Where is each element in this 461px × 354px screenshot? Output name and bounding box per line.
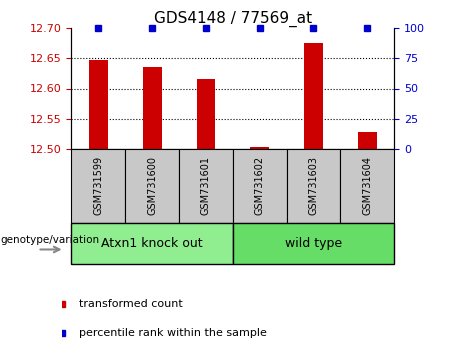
Bar [287,149,340,223]
Bar [143,68,161,149]
Text: GSM731601: GSM731601 [201,156,211,215]
Text: wild type: wild type [285,237,342,250]
Bar [196,79,215,149]
Text: percentile rank within the sample: percentile rank within the sample [79,328,267,338]
Bar [358,132,377,149]
Bar [71,149,125,223]
Text: genotype/variation: genotype/variation [0,235,99,245]
Bar [233,223,394,264]
Text: Atxn1 knock out: Atxn1 knock out [101,237,203,250]
Bar [304,43,323,149]
Text: GSM731603: GSM731603 [308,156,319,215]
Title: GDS4148 / 77569_at: GDS4148 / 77569_at [154,11,312,27]
Text: GSM731604: GSM731604 [362,156,372,215]
Text: GSM731599: GSM731599 [93,156,103,216]
Text: GSM731602: GSM731602 [254,156,265,216]
Bar [179,149,233,223]
Text: transformed count: transformed count [79,298,183,309]
Bar [125,149,179,223]
Bar [89,60,108,149]
Bar [340,149,394,223]
Bar [71,223,233,264]
Text: GSM731600: GSM731600 [147,156,157,215]
Bar [250,147,269,149]
Bar [233,149,287,223]
